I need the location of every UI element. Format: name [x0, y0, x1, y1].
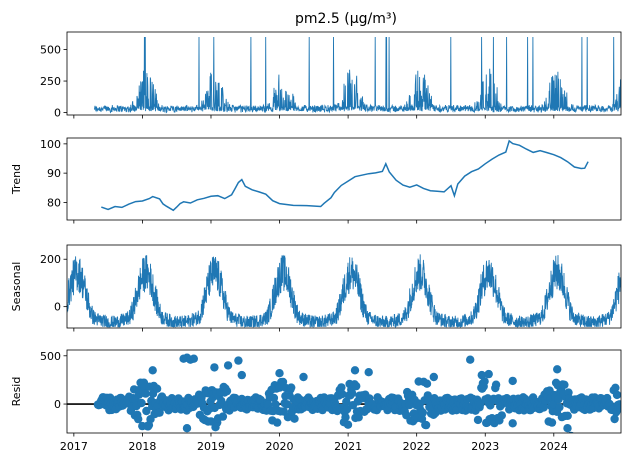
resid-point [486, 401, 495, 410]
resid-xtick-label: 2023 [471, 440, 499, 453]
observed-ytick-label: 250 [40, 75, 61, 88]
resid-point [152, 384, 162, 393]
panel-trend: 80 90 100 Trend [10, 137, 622, 224]
trend-ytick-label: 80 [47, 196, 61, 209]
resid-point [563, 411, 572, 420]
figure-title: pm2.5 (µg/m³) [295, 11, 397, 27]
resid-outlier-point [563, 424, 572, 433]
seasonal-ytick-label: 0 [54, 301, 61, 314]
panel-seasonal: 0 200 Seasonal [10, 244, 622, 332]
resid-xtick-label: 2017 [60, 440, 88, 453]
resid-point [473, 415, 483, 425]
resid-point [295, 394, 304, 404]
panel-resid: 0 500 Resid 2017 2018 2019 2020 2021 2022 2023 202… [10, 349, 622, 453]
resid-point [555, 403, 564, 412]
resid-xtick-label: 2019 [197, 440, 225, 453]
resid-point [271, 400, 280, 409]
observed-axes-frame [66, 31, 622, 116]
resid-outlier-point [223, 361, 233, 370]
resid-outlier-point [429, 372, 438, 382]
seasonal-ytick-label: 200 [40, 253, 61, 266]
trend-axes-frame [66, 137, 622, 221]
resid-outlier-point [206, 417, 216, 426]
trend-ytick-label: 90 [47, 167, 61, 180]
resid-point [337, 383, 346, 392]
resid-point [141, 389, 150, 398]
resid-point [222, 386, 232, 396]
resid-outlier-point [364, 368, 373, 377]
resid-outlier-point [148, 366, 157, 375]
resid-outlier-point [275, 369, 284, 378]
resid-points [93, 353, 621, 433]
resid-point [218, 412, 228, 421]
resid-point [287, 383, 296, 392]
resid-outlier-point [237, 370, 246, 380]
trend-ylabel: Trend [10, 164, 23, 195]
resid-point [422, 379, 432, 388]
resid-xtick-label: 2021 [334, 440, 362, 453]
resid-point [610, 414, 619, 424]
resid-point [418, 408, 427, 417]
resid-outlier-point [182, 424, 192, 433]
resid-plot-area [67, 353, 621, 433]
resid-point [155, 408, 164, 417]
resid-point [338, 389, 347, 399]
trend-series-line [101, 139, 589, 212]
resid-point [539, 403, 548, 412]
resid-point [137, 398, 146, 408]
resid-outlier-point [466, 355, 475, 364]
resid-ylabel: Resid [10, 377, 23, 407]
resid-outlier-point [234, 356, 243, 365]
resid-outlier-point [350, 366, 360, 375]
panels: 0 250 500 80 90 100 Trend 0 200 Seasonal 0 500 Resid… [10, 31, 622, 453]
observed-ytick-label: 500 [40, 44, 61, 57]
resid-point [421, 420, 431, 430]
observed-ytick-label: 0 [54, 106, 61, 119]
resid-outlier-point [484, 369, 493, 379]
resid-point [616, 404, 621, 413]
resid-point [343, 420, 353, 429]
resid-point [497, 411, 506, 420]
resid-outlier-point [210, 363, 219, 372]
resid-xtick-label: 2020 [266, 440, 294, 453]
resid-ytick-label: 0 [54, 398, 61, 411]
resid-point [290, 414, 299, 423]
resid-point [269, 393, 279, 403]
resid-point [278, 377, 288, 387]
resid-point [142, 406, 151, 416]
resid-outlier-point [508, 419, 517, 428]
resid-point [347, 389, 357, 398]
trend-ytick-label: 100 [40, 138, 61, 151]
resid-xtick-label: 2018 [128, 440, 156, 453]
resid-xtick-label: 2022 [403, 440, 431, 453]
resid-point [547, 418, 557, 427]
resid-axes-frame [66, 349, 622, 434]
resid-point [612, 390, 621, 400]
seasonal-ylabel: Seasonal [10, 262, 23, 312]
observed-plot-area [93, 36, 621, 114]
resid-ytick-label: 500 [40, 350, 61, 363]
resid-xtick-label: 2024 [540, 440, 568, 453]
resid-point [341, 413, 350, 422]
resid-point [560, 380, 569, 389]
resid-point [611, 383, 620, 392]
resid-point [491, 380, 501, 389]
resid-point [273, 418, 282, 427]
seasonal-axes-frame [66, 244, 622, 329]
resid-outlier-point [553, 365, 562, 374]
seasonal-plot-area [67, 254, 621, 328]
resid-outlier-point [189, 354, 198, 363]
resid-outlier-point [477, 370, 486, 380]
resid-outlier-point [299, 372, 308, 382]
resid-point [352, 381, 361, 391]
seasonal-series-line [67, 254, 621, 328]
resid-outlier-point [508, 376, 517, 386]
resid-point [134, 414, 143, 424]
trend-plot-area [101, 139, 589, 212]
observed-series-line [93, 36, 621, 114]
panel-observed: 0 250 500 [40, 31, 622, 119]
